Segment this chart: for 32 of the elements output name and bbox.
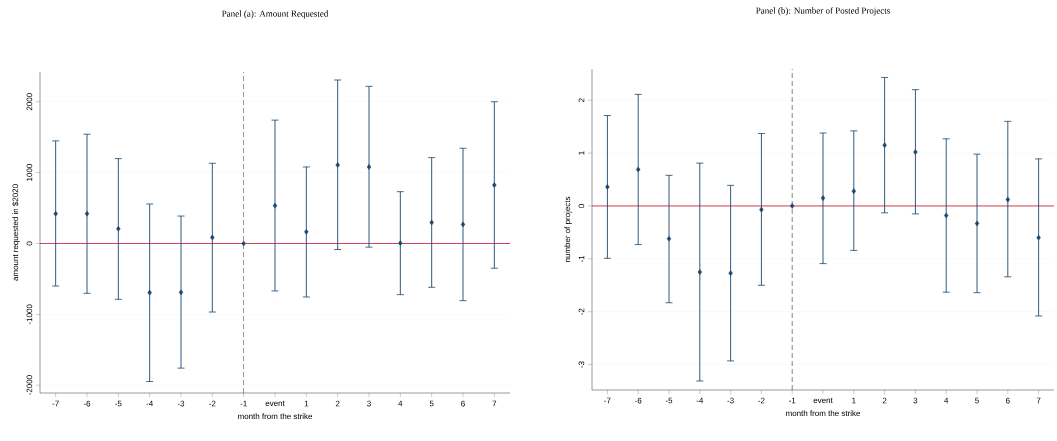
point bbox=[116, 225, 121, 232]
point bbox=[728, 270, 733, 276]
point bbox=[1036, 234, 1041, 241]
point bbox=[636, 166, 641, 173]
point bbox=[605, 184, 610, 190]
point bbox=[1005, 196, 1010, 203]
point bbox=[790, 203, 795, 209]
point bbox=[429, 219, 434, 226]
point bbox=[697, 269, 702, 275]
point bbox=[210, 234, 215, 241]
point bbox=[304, 228, 309, 235]
point bbox=[84, 210, 90, 217]
chart-title: Panel (a): Amount Requested bbox=[221, 10, 329, 19]
point bbox=[492, 182, 497, 188]
point bbox=[335, 162, 340, 168]
point bbox=[241, 240, 246, 247]
point bbox=[913, 149, 918, 155]
point bbox=[820, 195, 826, 201]
point bbox=[666, 235, 672, 242]
point bbox=[366, 164, 372, 170]
point bbox=[398, 240, 403, 246]
point bbox=[882, 142, 887, 148]
chart-title: Panel (b): Number of Posted Projects bbox=[756, 7, 890, 16]
point bbox=[851, 188, 856, 194]
point bbox=[53, 210, 58, 217]
point bbox=[178, 289, 184, 296]
point bbox=[147, 289, 152, 296]
point bbox=[974, 220, 980, 227]
point bbox=[944, 212, 949, 219]
point bbox=[759, 206, 764, 213]
point bbox=[460, 221, 466, 228]
point bbox=[272, 202, 278, 209]
